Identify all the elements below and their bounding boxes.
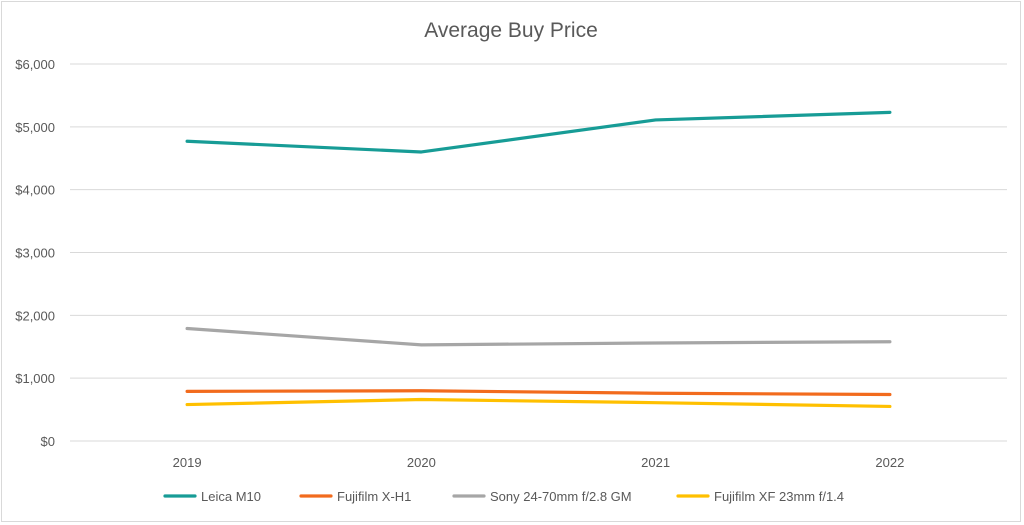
y-tick-label: $4,000 — [15, 183, 55, 198]
y-tick-label: $6,000 — [15, 57, 55, 72]
legend-label: Leica M10 — [201, 489, 261, 504]
y-tick-label: $0 — [41, 434, 55, 449]
y-tick-label: $2,000 — [15, 308, 55, 323]
y-tick-label: $5,000 — [15, 120, 55, 135]
y-tick-label: $3,000 — [15, 246, 55, 261]
x-axis-ticks: 2019 2020 2021 2022 — [173, 455, 905, 470]
legend-label: Sony 24-70mm f/2.8 GM — [490, 489, 632, 504]
legend-label: Fujifilm X-H1 — [337, 489, 411, 504]
series-lines — [185, 110, 892, 409]
series-line — [185, 110, 892, 154]
y-axis-ticks: $0 $1,000 $2,000 $3,000 $4,000 $5,000 $6,000 — [15, 57, 55, 449]
y-tick-label: $1,000 — [15, 371, 55, 386]
x-tick-label: 2021 — [641, 455, 670, 470]
gridlines — [70, 63, 1007, 442]
series-line — [185, 397, 892, 409]
series-line — [185, 326, 892, 347]
series-line — [185, 389, 892, 397]
x-tick-label: 2019 — [173, 455, 202, 470]
chart-title: Average Buy Price — [424, 19, 598, 42]
legend-label: Fujifilm XF 23mm f/1.4 — [714, 489, 844, 504]
x-tick-label: 2022 — [875, 455, 904, 470]
x-tick-label: 2020 — [407, 455, 436, 470]
legend: Leica M10 Fujifilm X-H1 Sony 24-70mm f/2.8… — [163, 489, 844, 504]
